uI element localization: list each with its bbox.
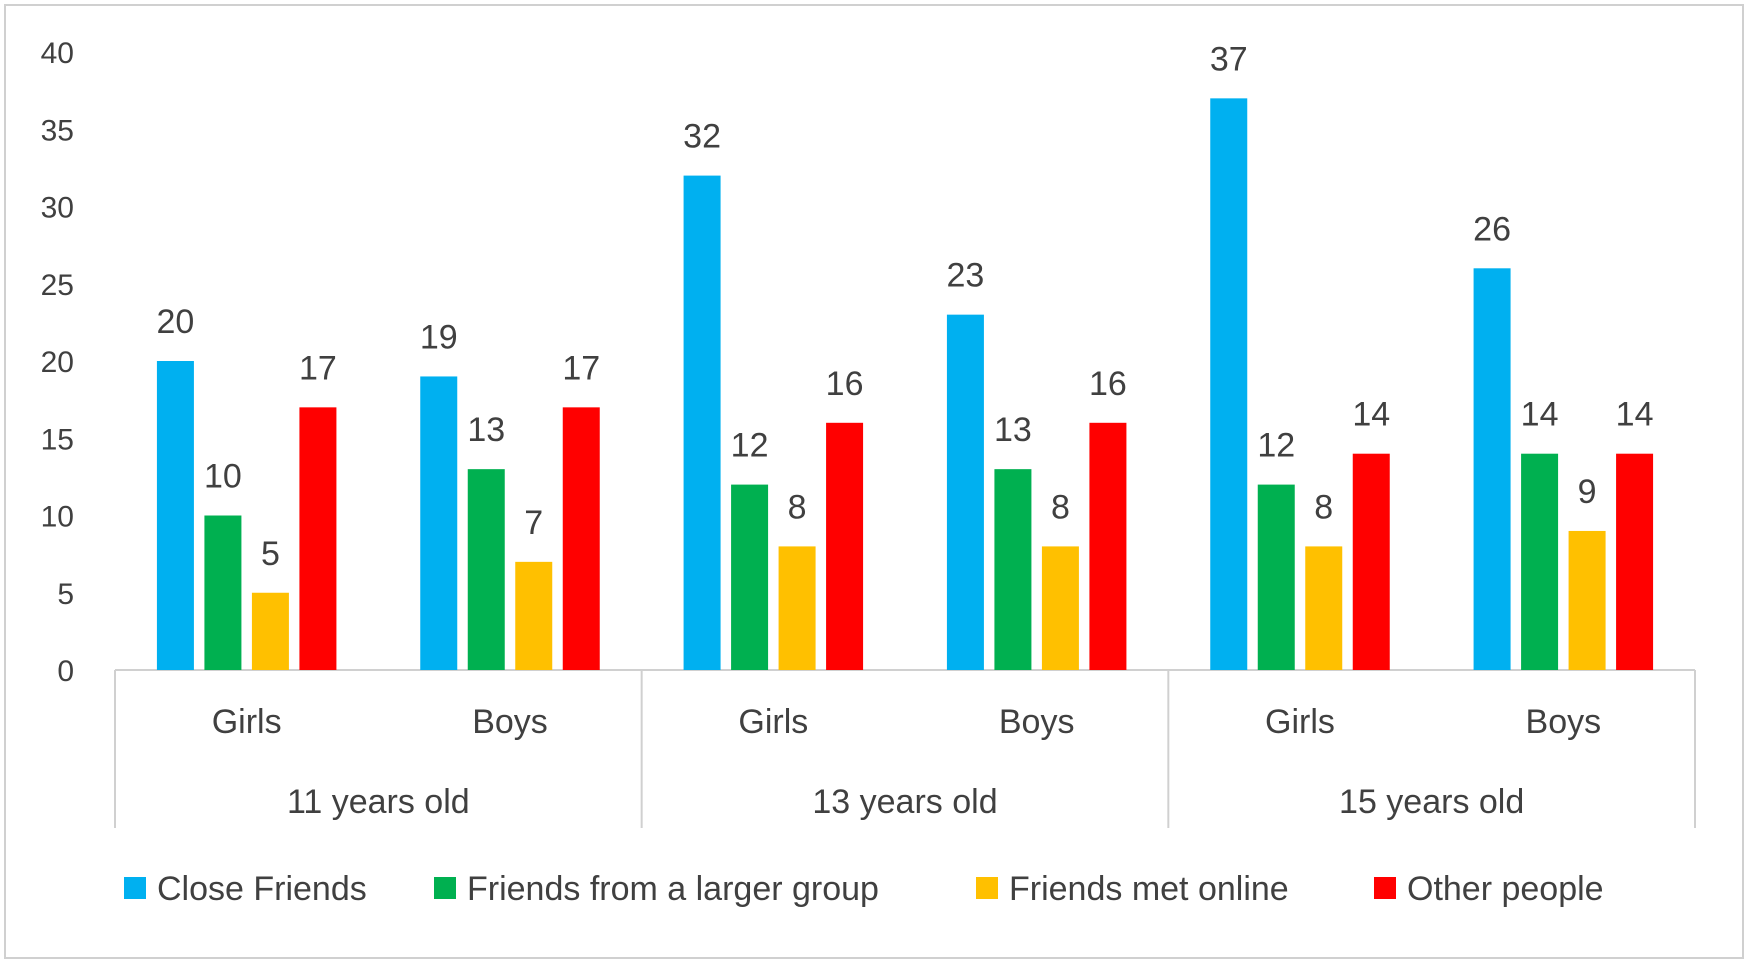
- data-label: 13: [467, 411, 505, 449]
- bar: [1473, 268, 1511, 670]
- data-label: 12: [731, 427, 769, 465]
- bar: [731, 484, 769, 670]
- bar: [420, 376, 458, 670]
- legend-label: Close Friends: [157, 870, 367, 908]
- bar: [1616, 453, 1654, 670]
- category-label: Girls: [212, 703, 282, 741]
- data-label: 12: [1257, 427, 1295, 465]
- group-label: 11 years old: [287, 783, 470, 821]
- bar: [251, 592, 289, 670]
- chart-frame: [4, 4, 1744, 959]
- data-label: 8: [1051, 488, 1070, 526]
- data-label: 23: [947, 257, 985, 295]
- data-label: 5: [261, 535, 280, 573]
- group-label: 15 years old: [1339, 783, 1524, 821]
- y-tick-label: 35: [41, 114, 74, 147]
- data-label: 14: [1521, 396, 1559, 434]
- category-label: Girls: [1265, 703, 1335, 741]
- bar: [204, 515, 242, 670]
- bar: [1210, 98, 1248, 671]
- bar: [1089, 422, 1127, 670]
- data-label: 8: [788, 488, 807, 526]
- y-tick-label: 10: [41, 501, 74, 534]
- bar: [1257, 484, 1295, 670]
- data-label: 7: [524, 504, 543, 542]
- bar: [778, 546, 816, 670]
- bar: [826, 422, 864, 670]
- legend-label: Other people: [1407, 870, 1604, 908]
- category-label: Boys: [1526, 703, 1602, 741]
- bar: [515, 561, 553, 670]
- y-tick-label: 30: [41, 192, 74, 225]
- data-label: 17: [299, 349, 337, 387]
- legend-swatch: [434, 877, 456, 899]
- y-tick-label: 25: [41, 269, 74, 302]
- data-label: 14: [1352, 396, 1390, 434]
- bar: [562, 407, 600, 670]
- category-label: Boys: [472, 703, 548, 741]
- data-label: 17: [562, 349, 600, 387]
- data-label: 32: [683, 118, 721, 156]
- bar: [946, 314, 984, 670]
- data-label: 26: [1473, 210, 1511, 248]
- y-tick-label: 0: [57, 655, 74, 688]
- data-label: 16: [826, 365, 864, 403]
- bar: [467, 469, 505, 670]
- legend-label: Friends from a larger group: [467, 870, 879, 908]
- legend-swatch: [124, 877, 146, 899]
- legend-swatch: [1374, 877, 1396, 899]
- bar: [683, 175, 721, 670]
- data-label: 10: [204, 458, 242, 496]
- bar: [1521, 453, 1559, 670]
- group-label: 13 years old: [812, 783, 997, 821]
- y-tick-label: 5: [57, 578, 74, 611]
- bar: [156, 361, 194, 670]
- data-label: 8: [1314, 488, 1333, 526]
- bar: [994, 469, 1032, 670]
- y-tick-label: 40: [41, 37, 74, 70]
- legend-swatch: [976, 877, 998, 899]
- y-tick-label: 20: [41, 346, 74, 379]
- category-label: Girls: [738, 703, 808, 741]
- data-label: 14: [1616, 396, 1654, 434]
- legend-label: Friends met online: [1009, 870, 1289, 908]
- data-label: 16: [1089, 365, 1127, 403]
- y-tick-label: 15: [41, 423, 74, 456]
- bar: [299, 407, 337, 670]
- bar: [1568, 530, 1606, 670]
- data-label: 19: [420, 318, 458, 356]
- bar: [1352, 453, 1390, 670]
- bar: [1305, 546, 1343, 670]
- data-label: 20: [157, 303, 195, 341]
- category-label: Boys: [999, 703, 1075, 741]
- data-label: 37: [1210, 40, 1248, 78]
- data-label: 13: [994, 411, 1032, 449]
- data-label: 9: [1578, 473, 1597, 511]
- bar: [1041, 546, 1079, 670]
